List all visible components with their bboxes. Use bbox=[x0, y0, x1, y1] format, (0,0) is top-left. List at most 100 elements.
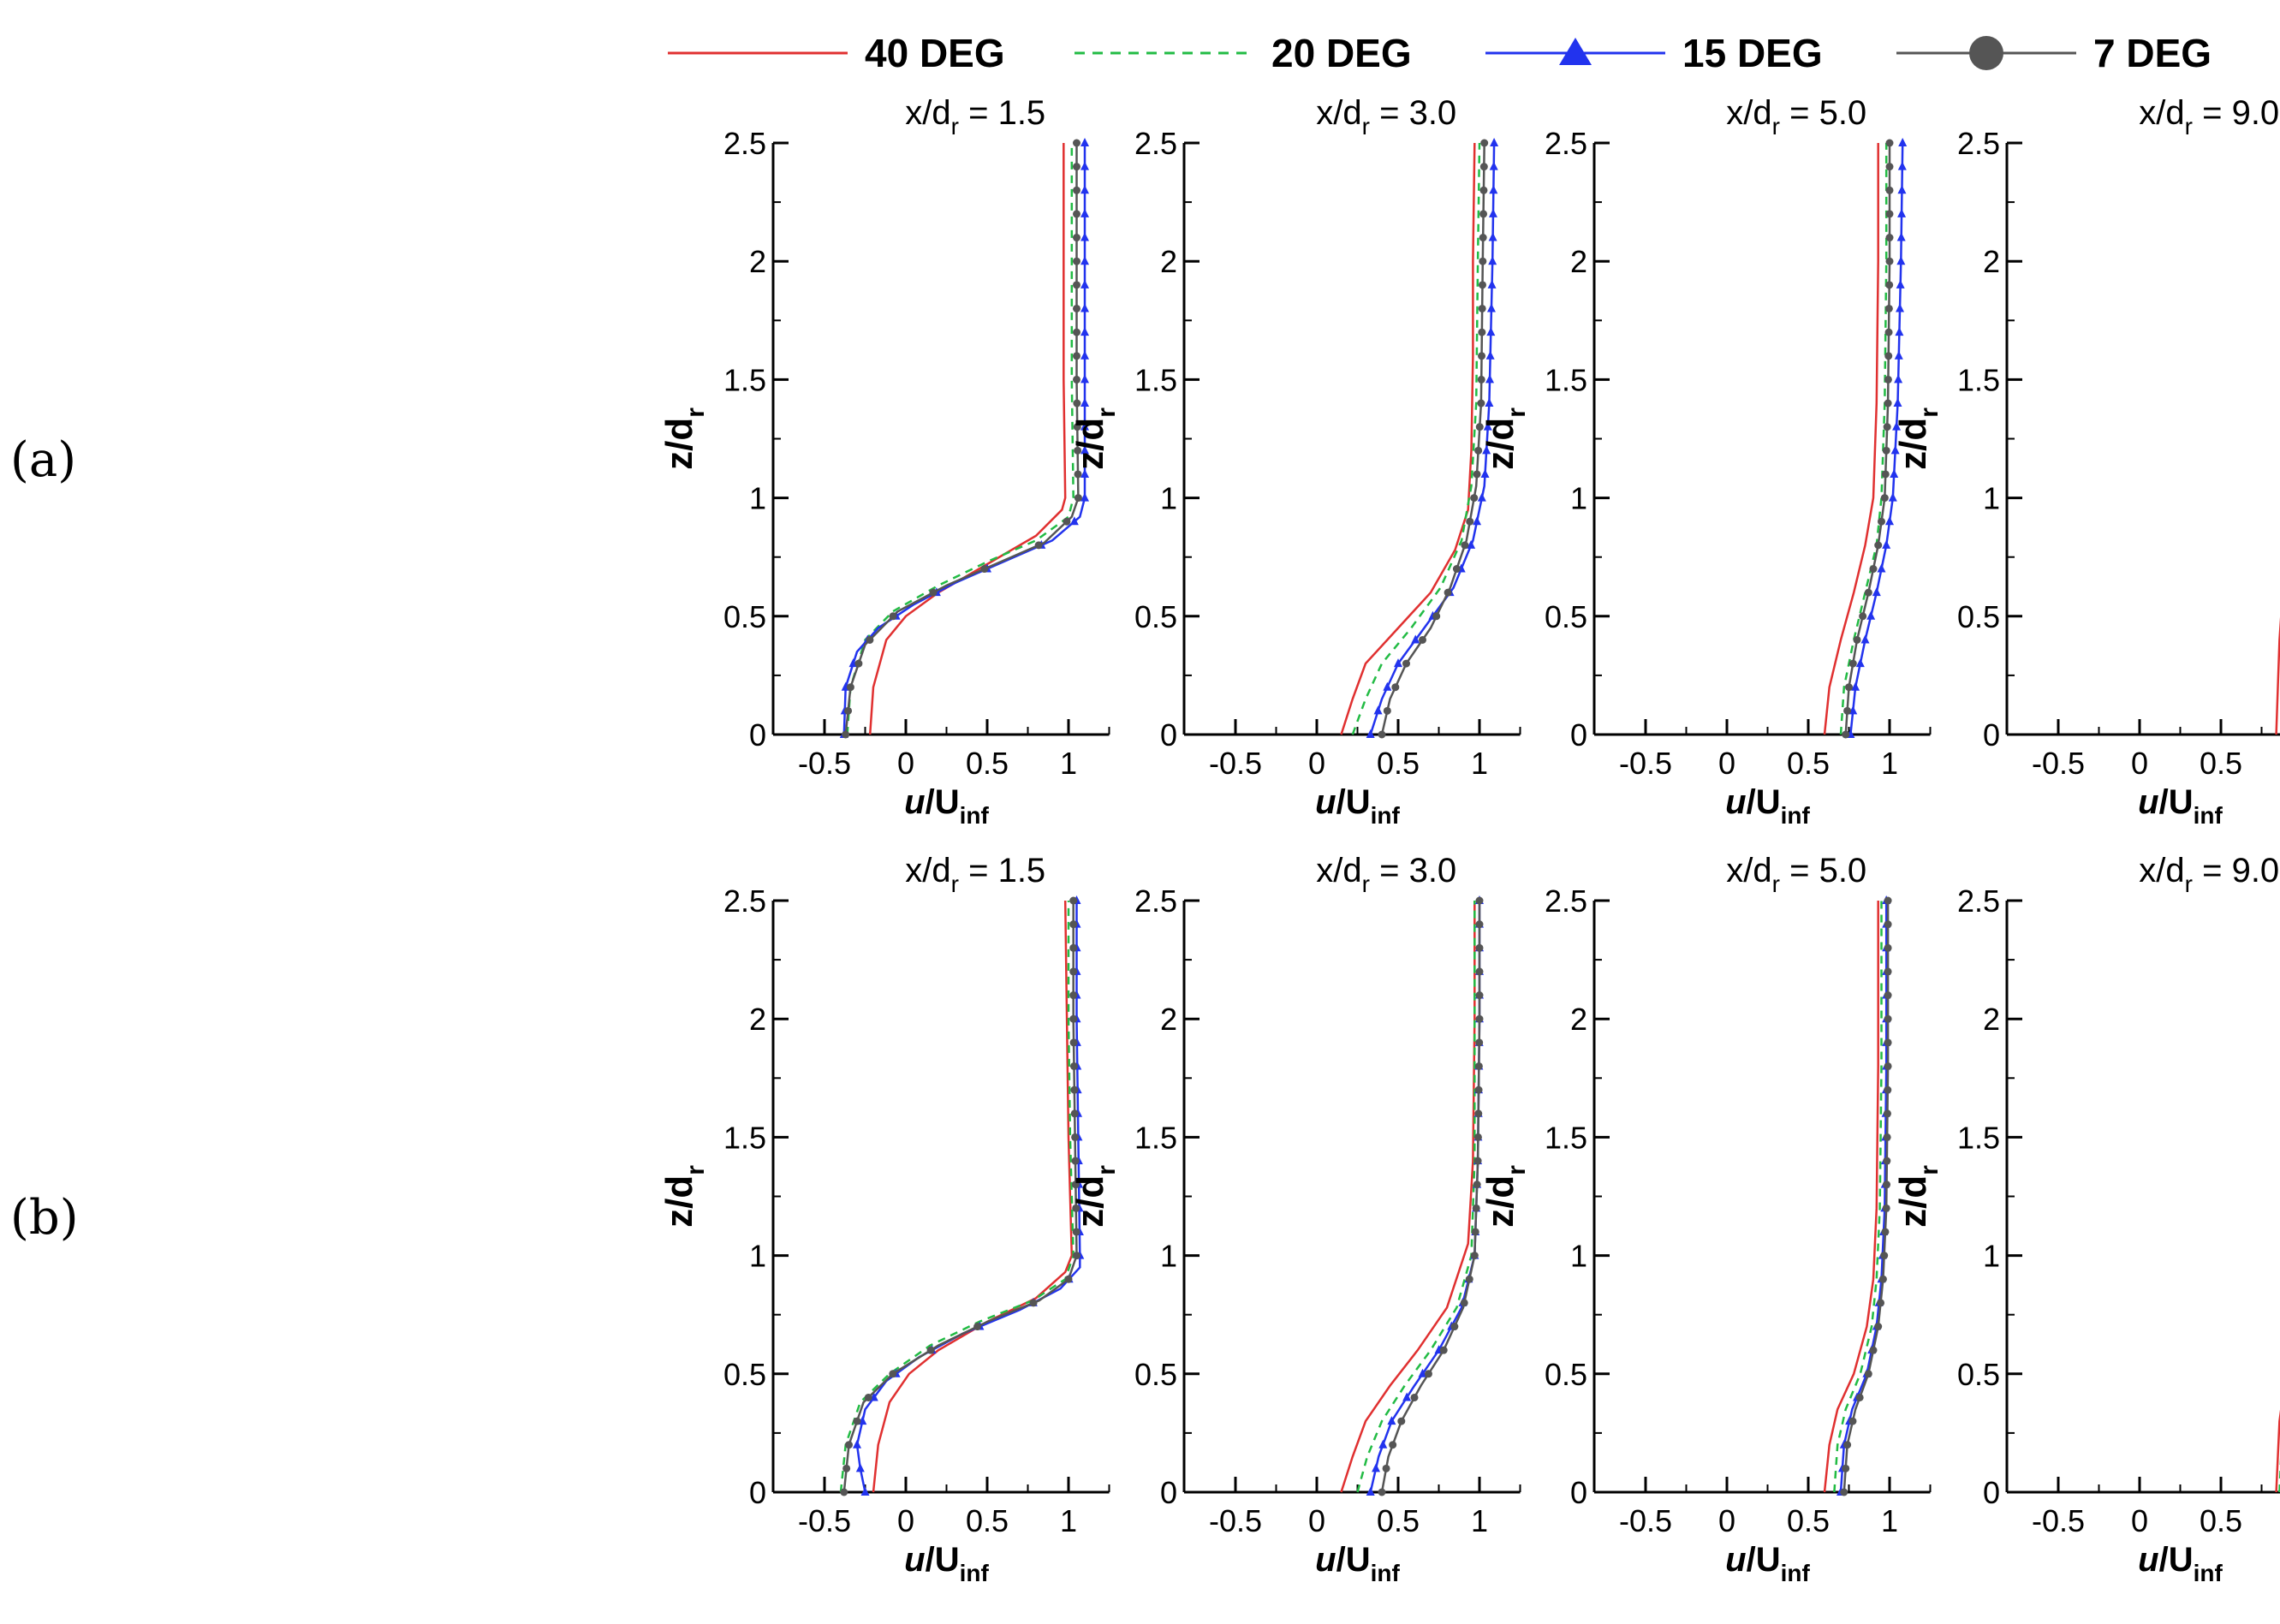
panel: x/dr = 3.0 0 0.5 1 1.5 2 2.5 -0.5 0 0.5 1 u/Uinf z/d… bbox=[1069, 852, 1521, 1586]
series-marker bbox=[1072, 1204, 1080, 1212]
series-marker bbox=[1897, 208, 1907, 217]
series-marker bbox=[1378, 1488, 1386, 1496]
series-marker bbox=[1069, 967, 1078, 976]
series-marker bbox=[1080, 421, 1089, 431]
x-tick-label: -0.5 bbox=[1619, 746, 1672, 781]
series-marker bbox=[1474, 446, 1483, 455]
series-marker bbox=[1473, 1181, 1481, 1189]
y-tick-label: 2.5 bbox=[1545, 883, 1587, 919]
series-marker bbox=[1878, 517, 1885, 526]
series-marker bbox=[842, 730, 850, 739]
y-tick-label: 1.5 bbox=[1545, 1120, 1587, 1155]
series-marker bbox=[1366, 729, 1375, 738]
y-tick-label: 2 bbox=[1570, 1002, 1587, 1037]
x-tick-label: 0.5 bbox=[1377, 746, 1420, 781]
series-marker bbox=[860, 1487, 870, 1496]
series-marker bbox=[1898, 138, 1908, 146]
series-line bbox=[1351, 142, 1481, 735]
series-marker bbox=[1845, 683, 1853, 692]
series-marker bbox=[1486, 303, 1496, 312]
x-tick-label: 0.5 bbox=[966, 1503, 1009, 1538]
x-tick-label: 0.5 bbox=[2200, 1503, 2242, 1538]
series-marker bbox=[1069, 516, 1079, 526]
series-marker bbox=[1080, 256, 1089, 265]
panel-title: x/dr = 9.0 bbox=[2139, 852, 2279, 897]
y-tick-label: 2 bbox=[1160, 244, 1177, 279]
series-marker bbox=[1884, 1086, 1892, 1094]
y-tick-label: 1.5 bbox=[1957, 1120, 2000, 1155]
y-tick-label: 2.5 bbox=[1134, 126, 1177, 161]
series-marker bbox=[1477, 399, 1485, 407]
series-marker bbox=[1477, 492, 1486, 502]
series-marker bbox=[1473, 1157, 1482, 1165]
series-marker bbox=[1080, 185, 1089, 194]
series-marker bbox=[1842, 730, 1850, 739]
y-tick-label: 0.5 bbox=[1134, 1357, 1177, 1392]
series-marker bbox=[1882, 539, 1891, 549]
panel: x/dr = 5.0 0 0.5 1 1.5 2 2.5 -0.5 0 0.5 1 u/Uinf z/d… bbox=[1479, 852, 1932, 1586]
series-marker bbox=[1885, 139, 1894, 147]
legend-item: 40 DEG bbox=[668, 31, 1005, 75]
series-marker bbox=[853, 1439, 861, 1449]
x-tick-label: 1 bbox=[1471, 746, 1488, 781]
series-marker bbox=[1465, 1275, 1473, 1283]
series-marker bbox=[1069, 896, 1078, 905]
series-marker bbox=[1896, 256, 1906, 265]
y-tick-label: 2 bbox=[1570, 244, 1587, 279]
series-marker bbox=[1482, 445, 1491, 455]
series-marker bbox=[1851, 681, 1860, 691]
y-tick-label: 2 bbox=[749, 1002, 766, 1037]
series-marker bbox=[864, 1393, 872, 1401]
series-marker bbox=[1884, 1038, 1892, 1047]
series-marker bbox=[1894, 350, 1903, 360]
series-marker bbox=[1073, 139, 1080, 147]
series-marker bbox=[1474, 1109, 1483, 1118]
panel: x/dr = 3.0 0 0.5 1 1.5 2 2.5 -0.5 0 0.5 1 u/Uinf z/d… bbox=[1069, 94, 1521, 829]
x-tick-label: 0 bbox=[1718, 1503, 1735, 1538]
series-marker bbox=[1034, 541, 1043, 550]
series-marker bbox=[980, 565, 989, 574]
series-marker bbox=[1884, 1062, 1892, 1070]
series-marker bbox=[854, 659, 863, 668]
series-marker bbox=[1074, 494, 1082, 503]
panel-title: x/dr = 1.5 bbox=[905, 94, 1045, 140]
series-marker bbox=[1884, 967, 1892, 976]
series-marker bbox=[1064, 1275, 1073, 1283]
y-tick-label: 2.5 bbox=[1545, 126, 1587, 161]
series-marker bbox=[1394, 658, 1402, 668]
series-marker bbox=[1885, 281, 1894, 289]
series-marker bbox=[1383, 681, 1392, 691]
y-tick-label: 0 bbox=[1570, 717, 1587, 753]
series-line bbox=[1369, 901, 1481, 1493]
series-marker bbox=[1896, 232, 1906, 241]
series-marker bbox=[1387, 1416, 1396, 1425]
series-marker bbox=[1485, 398, 1494, 407]
series-line bbox=[868, 143, 1067, 735]
y-axis-label: z/dr bbox=[1892, 407, 1944, 470]
series-marker bbox=[1479, 210, 1488, 218]
legend-label: 40 DEG bbox=[865, 31, 1005, 75]
y-tick-label: 0 bbox=[749, 1475, 766, 1510]
series-marker bbox=[1486, 327, 1496, 336]
y-tick-label: 1 bbox=[1983, 481, 2000, 516]
series-marker bbox=[1073, 1252, 1080, 1260]
series-line bbox=[2275, 1409, 2280, 1493]
x-axis-label: u/Uinf bbox=[2138, 783, 2223, 829]
x-axis-label: u/Uinf bbox=[904, 1541, 989, 1586]
legend-marker bbox=[1969, 36, 2003, 70]
legend-label: 7 DEG bbox=[2093, 31, 2212, 75]
series-marker bbox=[1896, 279, 1905, 289]
series-marker bbox=[1487, 279, 1497, 289]
series-marker bbox=[846, 683, 854, 692]
series-marker bbox=[1432, 612, 1441, 621]
y-tick-label: 1 bbox=[1160, 1239, 1177, 1274]
series-marker bbox=[1366, 1487, 1375, 1496]
legend-marker bbox=[1559, 38, 1592, 65]
y-axis-label: z/dr bbox=[1069, 407, 1121, 470]
x-tick-label: -0.5 bbox=[798, 1503, 851, 1538]
series-marker bbox=[1479, 257, 1487, 265]
series-marker bbox=[1485, 374, 1495, 384]
series-marker bbox=[1471, 1228, 1479, 1236]
series-marker bbox=[1073, 163, 1080, 171]
series-marker bbox=[1883, 1109, 1891, 1118]
